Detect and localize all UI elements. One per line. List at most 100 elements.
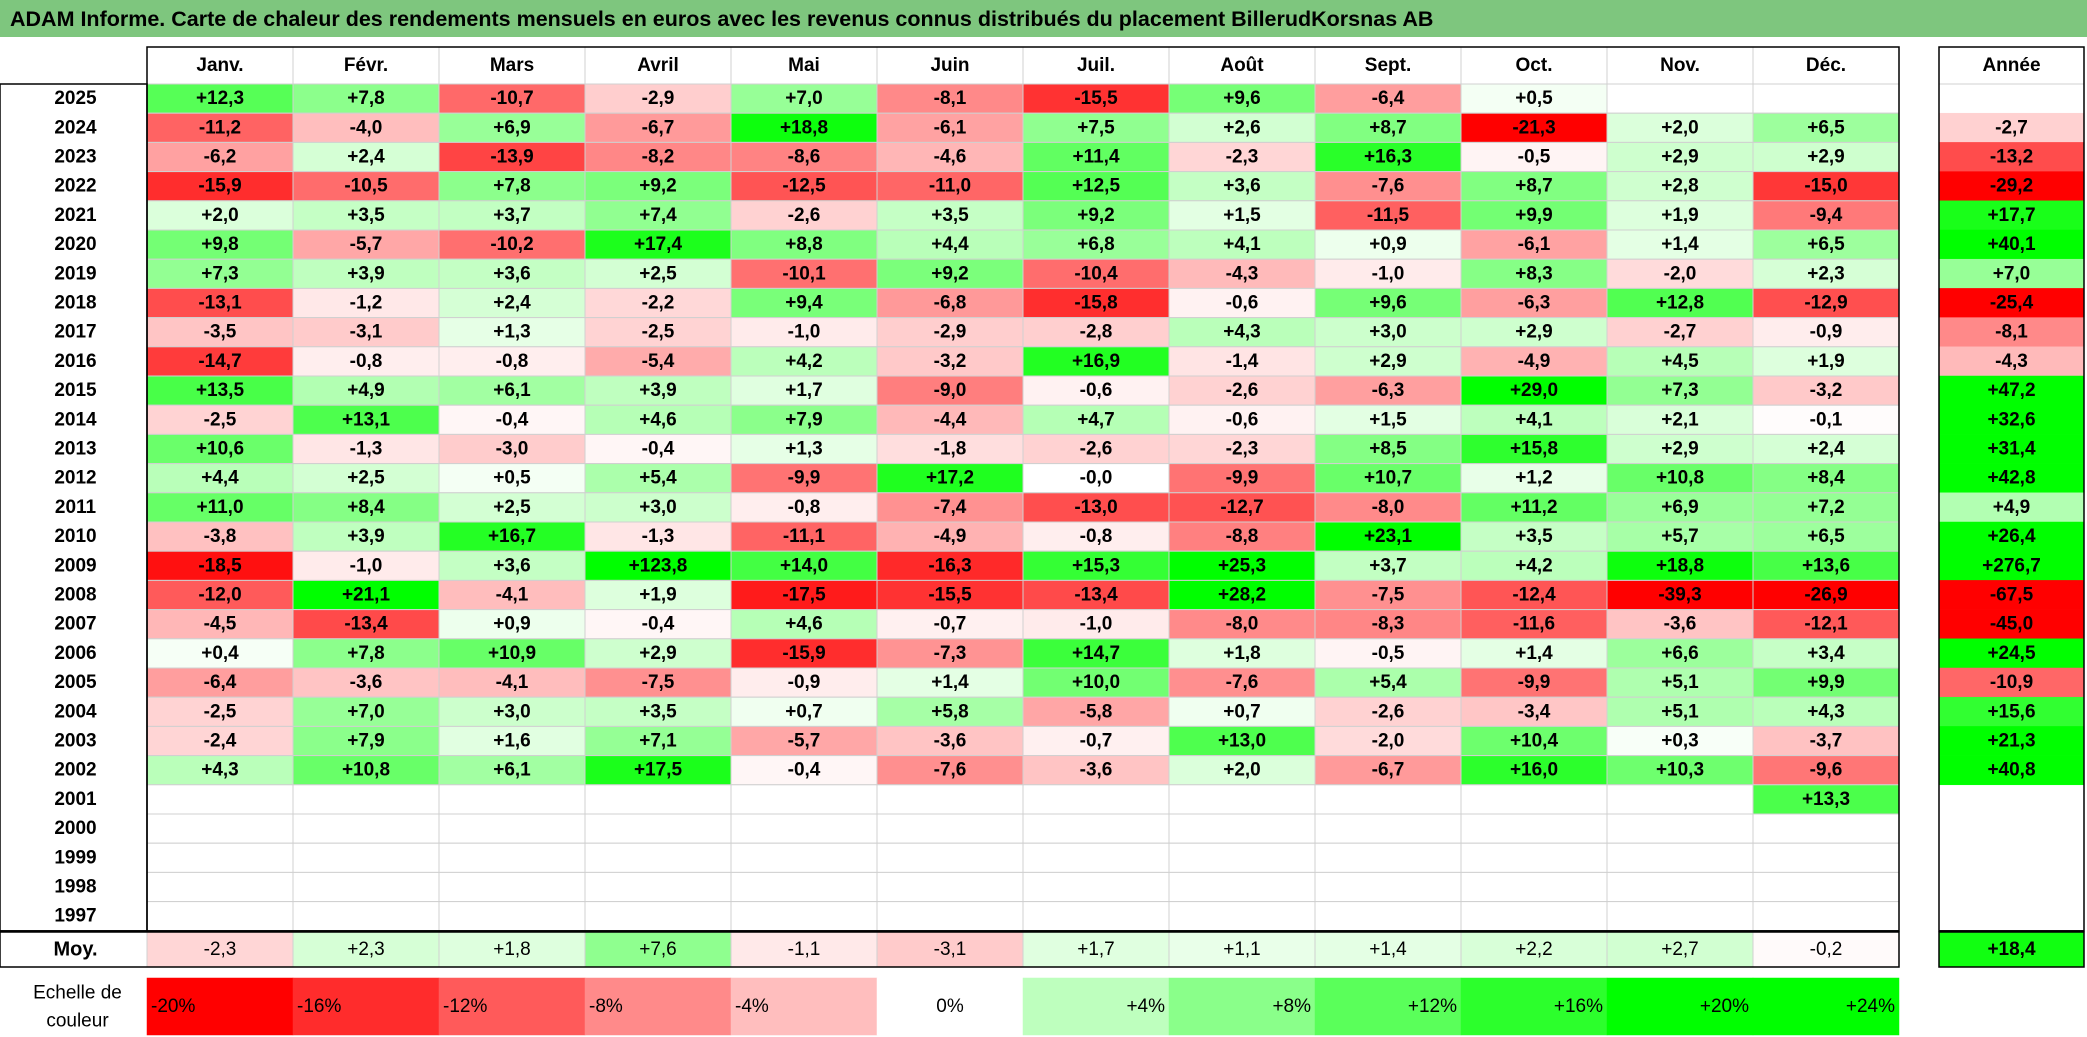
heat-cell-value: +123,8 — [629, 555, 688, 576]
heat-cell-value: +13,1 — [342, 409, 391, 430]
heat-cell — [1022, 813, 1170, 844]
scale-swatch-label: -4% — [735, 996, 769, 1017]
heat-cell-value: +3,5 — [931, 205, 969, 226]
heat-cell — [1022, 521, 1170, 552]
heat-cell — [438, 375, 586, 406]
heat-cell-value: +0,5 — [1515, 88, 1553, 109]
year-label: 2003 — [54, 731, 96, 752]
heat-cell — [292, 725, 440, 757]
heat-cell-value: -5,7 — [350, 234, 383, 255]
heat-cell-value: +3,7 — [493, 205, 531, 226]
year-label: 2015 — [54, 380, 97, 401]
heat-cell — [438, 755, 586, 786]
heat-cell-value: +8,4 — [1807, 468, 1845, 489]
heat-cell-value: -2,9 — [642, 88, 675, 109]
heat-cell — [1168, 842, 1316, 873]
heat-cell-value: +7,3 — [1661, 380, 1699, 401]
heat-cell — [1606, 200, 1754, 231]
heat-cell — [1168, 813, 1316, 844]
heat-cell — [1460, 229, 1608, 260]
heat-cell — [146, 901, 294, 932]
heat-cell-value: +18,8 — [1656, 555, 1704, 576]
heat-cell-value: +4,3 — [1223, 322, 1261, 343]
year-label: 2005 — [54, 672, 97, 693]
annual-cell-value: +7,0 — [1993, 263, 2031, 284]
year-label: 2010 — [54, 526, 96, 547]
heat-cell — [292, 346, 440, 377]
average-cell-value: +1,7 — [1077, 939, 1115, 960]
heat-cell-value: +5,1 — [1661, 672, 1699, 693]
heat-cell-value: +10,8 — [1656, 468, 1704, 489]
heat-cell-value: -13,1 — [198, 293, 242, 314]
heat-cell-value: -0,0 — [1080, 468, 1113, 489]
heat-cell — [292, 375, 440, 406]
heat-cell-value: +3,6 — [493, 555, 531, 576]
scale-swatch — [876, 977, 1024, 1036]
average-annual-value: +18,4 — [1987, 939, 2036, 960]
heat-cell — [584, 171, 732, 202]
heat-cell — [1752, 813, 1900, 844]
heat-cell — [876, 200, 1024, 231]
heat-cell-value: -2,2 — [642, 293, 675, 314]
heat-cell-value: +1,7 — [785, 380, 823, 401]
year-label: 2024 — [54, 117, 97, 138]
heat-cell — [1752, 141, 1900, 173]
heat-cell — [1606, 813, 1754, 844]
heat-cell-value: +4,7 — [1077, 409, 1115, 430]
heat-cell — [146, 813, 294, 844]
heat-cell-value: +5,8 — [931, 701, 969, 722]
heat-cell — [1168, 112, 1316, 143]
month-header: Sept. — [1365, 55, 1411, 76]
heat-cell — [292, 200, 440, 231]
heat-cell — [438, 550, 586, 581]
heat-cell — [876, 638, 1024, 669]
year-label: 2023 — [54, 147, 96, 168]
heat-cell-value: +2,8 — [1661, 176, 1699, 197]
heat-cell-value: +10,8 — [342, 760, 390, 781]
heat-cell-value: -5,8 — [1080, 701, 1113, 722]
heat-cell-value: +4,1 — [1223, 234, 1261, 255]
heat-cell — [1460, 492, 1608, 523]
annual-cell — [1938, 142, 2085, 172]
heat-cell — [584, 346, 732, 377]
annual-cell-value: +4,9 — [1993, 497, 2031, 518]
heat-cell-value: +9,2 — [639, 176, 677, 197]
heat-cell-value: +7,5 — [1077, 117, 1115, 138]
heat-cell-value: +6,5 — [1807, 117, 1845, 138]
heat-cell-value: -8,1 — [934, 88, 967, 109]
annual-cell-value: -45,0 — [1990, 614, 2033, 635]
heat-cell-value: +7,8 — [347, 643, 385, 664]
heat-cell-value: -12,4 — [1512, 585, 1556, 606]
heat-cell-value: -11,0 — [929, 176, 971, 197]
heat-cell — [146, 258, 294, 289]
heat-cell-value: +2,4 — [493, 293, 531, 314]
heat-cell-value: -9,0 — [934, 380, 967, 401]
heat-cell-value: +2,4 — [1807, 439, 1845, 460]
heat-cell — [438, 287, 586, 319]
annual-header-cell — [1938, 46, 2085, 85]
heat-cell — [1022, 842, 1170, 873]
heat-cell-value: -16,3 — [928, 555, 971, 576]
heat-cell — [730, 579, 878, 611]
scale-swatch — [584, 977, 732, 1036]
heat-cell-value: +6,9 — [493, 117, 531, 138]
heat-cell — [1606, 901, 1754, 932]
heat-cell — [1022, 784, 1170, 815]
heat-cell-value: +1,9 — [1661, 205, 1699, 226]
heat-cell-value: -10,2 — [490, 234, 533, 255]
annual-cell — [1938, 696, 2085, 727]
heat-cell-value: +14,0 — [780, 555, 828, 576]
heat-cell-value: +8,3 — [1515, 263, 1553, 284]
average-cell — [292, 931, 440, 968]
annual-cell-value: -2,7 — [1995, 117, 2028, 138]
heat-cell — [438, 229, 586, 260]
heat-cell-value: -4,5 — [204, 614, 237, 635]
heat-cell — [1168, 317, 1316, 348]
heat-cell — [584, 317, 732, 348]
heat-cell-value: -12,1 — [1804, 614, 1848, 635]
heat-cell — [1022, 404, 1170, 435]
heat-cell — [1460, 433, 1608, 465]
annual-cell — [1938, 492, 2085, 523]
heat-cell-value: +5,4 — [1369, 672, 1407, 693]
heat-cell-value: +1,5 — [1223, 205, 1261, 226]
